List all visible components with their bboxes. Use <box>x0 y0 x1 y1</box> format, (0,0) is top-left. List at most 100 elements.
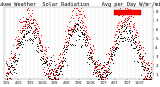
Point <box>113 35 116 36</box>
Point <box>122 40 124 42</box>
Point <box>59 53 62 55</box>
Point <box>76 23 79 24</box>
Point <box>18 44 21 46</box>
Point <box>82 32 85 34</box>
Point <box>20 39 23 40</box>
Point <box>43 74 46 76</box>
Point <box>87 36 90 37</box>
Point <box>144 52 147 54</box>
Point <box>104 70 107 71</box>
Point <box>126 17 128 19</box>
Point <box>100 67 102 69</box>
Point <box>36 43 38 44</box>
Point <box>54 77 56 78</box>
Point <box>119 20 122 21</box>
Point <box>43 54 46 55</box>
Point <box>41 58 44 59</box>
Point <box>32 30 34 31</box>
Point <box>17 42 20 44</box>
Point <box>20 31 23 33</box>
Point <box>53 77 56 78</box>
Point <box>133 27 135 28</box>
Point <box>52 76 55 78</box>
Point <box>119 33 121 35</box>
Point <box>117 35 120 36</box>
Point <box>145 78 148 80</box>
Point <box>95 72 97 73</box>
Point <box>143 62 145 63</box>
Point <box>30 27 32 28</box>
Point <box>113 47 116 48</box>
Point <box>94 71 97 73</box>
Point <box>125 23 128 25</box>
Point <box>121 25 124 26</box>
Point <box>11 66 13 67</box>
Point <box>17 38 20 40</box>
Point <box>31 22 34 23</box>
Point <box>119 8 121 9</box>
Point <box>94 66 97 67</box>
Point <box>21 46 24 47</box>
Point <box>76 27 78 28</box>
Point <box>94 61 96 63</box>
Point <box>123 29 125 30</box>
Point <box>36 23 39 25</box>
Point <box>134 35 136 36</box>
Point <box>15 44 17 45</box>
Point <box>144 76 147 77</box>
Point <box>140 58 143 59</box>
Point <box>147 72 149 74</box>
Point <box>8 77 11 79</box>
Point <box>99 71 101 72</box>
Point <box>20 30 23 31</box>
Point <box>23 36 25 37</box>
Point <box>84 25 86 27</box>
Point <box>136 49 139 51</box>
Point <box>137 42 140 43</box>
Point <box>28 40 31 41</box>
Point <box>61 62 64 63</box>
Point <box>69 29 71 30</box>
Point <box>97 71 100 72</box>
Point <box>116 38 118 39</box>
Point <box>90 59 92 60</box>
Point <box>94 65 97 66</box>
Point <box>26 40 29 41</box>
Point <box>63 50 65 52</box>
Point <box>12 66 15 67</box>
Point <box>134 35 137 36</box>
Point <box>55 71 58 73</box>
Point <box>32 19 35 20</box>
Point <box>106 70 108 72</box>
Point <box>6 64 8 65</box>
Point <box>119 33 122 35</box>
Point <box>5 72 8 73</box>
Point <box>49 73 52 75</box>
Point <box>50 62 52 64</box>
Point <box>128 25 130 27</box>
Point <box>63 45 65 47</box>
Point <box>70 29 72 30</box>
Point <box>22 30 24 31</box>
Point <box>89 52 92 54</box>
Point <box>21 42 23 43</box>
Point <box>22 20 24 22</box>
Point <box>92 45 95 46</box>
Point <box>138 49 141 50</box>
Point <box>42 62 44 64</box>
Point <box>26 31 29 32</box>
Point <box>113 49 116 50</box>
Point <box>85 45 87 47</box>
Point <box>100 78 103 80</box>
Point <box>31 33 33 34</box>
Point <box>38 37 41 39</box>
Point <box>13 68 16 69</box>
Point <box>140 74 142 76</box>
Point <box>38 39 41 41</box>
Point <box>146 73 149 74</box>
Point <box>27 18 29 20</box>
Point <box>19 22 21 23</box>
Point <box>28 16 30 18</box>
Point <box>18 20 20 22</box>
Point <box>62 57 64 59</box>
